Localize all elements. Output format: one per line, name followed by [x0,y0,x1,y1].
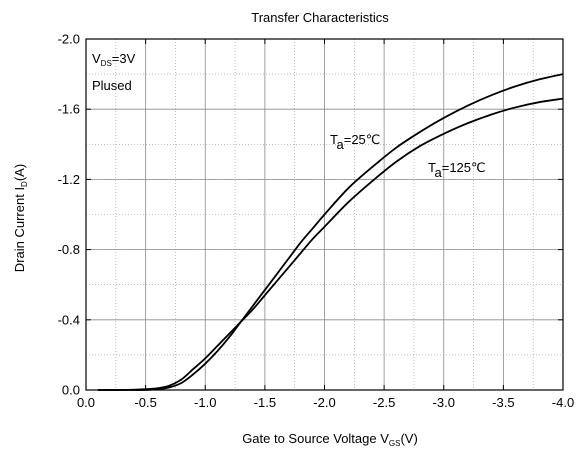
x-tick-labels: 0.0 -0.5 -1.0 -1.5 -2.0 -2.5 -3.0 -3.5 -4.0 [77,395,574,410]
x-axis-title-main: Gate to Source Voltage V [242,431,389,446]
y-tick-label: -1.6 [58,102,80,117]
x-axis-title: Gate to Source Voltage VGS(V) [242,431,418,448]
x-axis-title-tail: (V) [400,431,417,446]
y-axis-title-main: Drain Current I [12,187,27,272]
series-label-25c-tail: =25℃ [344,132,381,147]
series-label-125c-sub: a [435,165,443,180]
condition-main: V [92,51,101,66]
series-label-125c-tail: =125℃ [442,160,486,175]
series-label-25c-sub: a [337,137,345,152]
x-tick-label: -2.5 [373,395,395,410]
x-tick-label: -4.0 [552,395,574,410]
series-label-25c: Ta=25℃ [330,132,380,152]
y-tick-labels: 0.0 -0.4 -0.8 -1.2 -1.6 -2.0 [58,32,80,398]
x-tick-label: -1.0 [194,395,216,410]
x-axis-title-sub: GS [389,439,401,448]
series-line-25c [97,73,564,391]
y-axis-title-tail: (A) [12,164,27,181]
x-tick-label: -0.5 [134,395,156,410]
axis-ticks [85,38,564,391]
mode-annotation: Plused [92,78,132,93]
condition-sub: DS [101,59,112,68]
series-lines [97,73,564,391]
y-axis-title-sub: D [20,181,29,187]
y-tick-label: 0.0 [62,383,80,398]
condition-tail: =3V [112,51,136,66]
x-tick-label: -3.5 [492,395,514,410]
series-label-125c-main: T [428,160,436,175]
condition-annotation: VDS=3V [92,51,136,68]
y-axis-title: Drain Current ID(A) [12,164,29,272]
x-tick-label: 0.0 [77,395,95,410]
y-tick-label: -1.2 [58,172,80,187]
x-tick-label: -3.0 [433,395,455,410]
series-line-125c [97,97,564,391]
y-tick-label: -0.8 [58,242,80,257]
y-tick-label: -2.0 [58,32,80,47]
y-tick-label: -0.4 [58,312,80,327]
chart-title: Transfer Characteristics [251,10,389,25]
series-label-25c-main: T [330,132,338,147]
x-tick-label: -2.0 [313,395,335,410]
series-label-125c: Ta=125℃ [428,160,486,180]
x-tick-label: -1.5 [254,395,276,410]
